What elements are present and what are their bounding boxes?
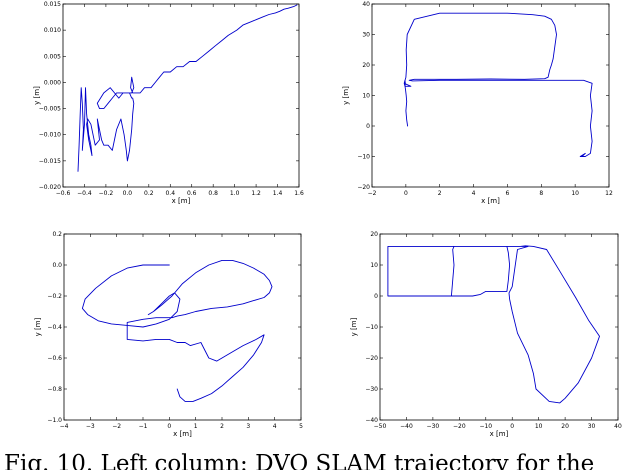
y-tick-label: −20	[365, 355, 378, 362]
x-tick-label: 1.2	[251, 190, 261, 197]
x-tick-label: 1.4	[273, 190, 283, 197]
trajectory-line	[77, 4, 298, 172]
x-tick-label: 0	[510, 423, 514, 430]
x-tick-label: 4	[273, 423, 277, 430]
x-tick-label: 2	[220, 423, 224, 430]
x-tick-label: 0.2	[144, 190, 154, 197]
plot-frame	[62, 3, 300, 188]
y-axis-label: y [m]	[350, 317, 358, 336]
x-tick-label: −30	[427, 423, 440, 430]
y-tick-label: −30	[365, 386, 378, 393]
y-tick-label: −20	[357, 184, 370, 191]
x-tick-label: −1	[139, 423, 148, 430]
x-tick-label: −2	[112, 423, 121, 430]
y-tick-label: 30	[362, 32, 370, 39]
x-tick-label: 30	[588, 423, 596, 430]
y-tick-label: −0.020	[39, 184, 61, 191]
subplot-top-left: −0.6 −0.4 −0.2 0.0 0.2 0.4 0.6 0.8 1.0 1.2 1.4 1.6 −…	[33, 1, 304, 205]
y-tick-label: −40	[365, 417, 378, 424]
y-tick-label: −10	[357, 154, 370, 161]
x-tick-label: 8	[539, 190, 543, 197]
x-tick-label: 6	[506, 190, 510, 197]
x-axis-label: x [m]	[173, 430, 192, 438]
x-tick-label: 0	[167, 423, 171, 430]
plot-frame	[371, 3, 610, 188]
y-tick-label: 0.010	[44, 27, 61, 34]
x-tick-label: 1.6	[294, 190, 304, 197]
trajectory-line	[403, 12, 593, 157]
y-tick-label: −0.6	[47, 355, 62, 362]
y-tick-label: 0	[374, 293, 378, 300]
y-axis-label: y [m]	[34, 317, 42, 336]
x-axis-label: x [m]	[490, 430, 509, 438]
x-tick-label: 10	[535, 423, 543, 430]
x-tick-label: 2	[438, 190, 442, 197]
x-tick-label: −0.4	[77, 190, 92, 197]
y-tick-label: −10	[365, 324, 378, 331]
x-tick-label: −10	[479, 423, 492, 430]
x-tick-label: −20	[453, 423, 466, 430]
y-tick-label: 0	[366, 123, 370, 130]
y-tick-label: −0.2	[47, 293, 62, 300]
x-tick-label: 40	[614, 423, 622, 430]
plot-frame	[379, 233, 619, 421]
x-tick-label: 0	[404, 190, 408, 197]
x-tick-label: −2	[368, 190, 377, 197]
y-tick-label: −1.0	[47, 417, 62, 424]
x-tick-label: 1	[194, 423, 198, 430]
y-tick-label: 40	[362, 1, 370, 8]
x-tick-label: 0.0	[123, 190, 133, 197]
x-tick-label: 0.6	[187, 190, 197, 197]
x-tick-label: 4	[472, 190, 476, 197]
x-axis-label: x [m]	[172, 197, 191, 205]
y-tick-label: 20	[370, 231, 378, 238]
y-axis-label: y [m]	[33, 86, 41, 105]
subplot-bottom-right: −50 −40 −30 −20 −10 0 10 20 30 40−40−30−20−100102…	[350, 231, 622, 438]
y-tick-label: 0.005	[44, 53, 61, 60]
x-tick-label: 0.4	[165, 190, 175, 197]
x-tick-label: 1.0	[230, 190, 240, 197]
x-tick-label: −4	[60, 423, 69, 430]
y-tick-label: 0.000	[44, 79, 61, 86]
y-tick-label: −0.010	[39, 132, 61, 139]
x-tick-label: −0.6	[56, 190, 71, 197]
subplot-bottom-left: −4 −3 −2 −1 0 1 2 3 4 5 −1.0 −0.8 −0.6 −0.4 −0.2 0.0 0.2…	[34, 231, 303, 438]
y-tick-label: 10	[362, 93, 370, 100]
x-tick-label: 10	[571, 190, 579, 197]
y-tick-label: −0.8	[47, 386, 62, 393]
x-tick-label: −3	[86, 423, 95, 430]
plot-frame	[63, 233, 302, 421]
figure-caption: Fig. 10. Left column: DVO SLAM trajector…	[4, 451, 595, 470]
trajectory-line	[81, 259, 273, 402]
x-axis-label: x [m]	[481, 197, 500, 205]
y-tick-label: −0.015	[39, 158, 61, 165]
x-tick-label: 20	[561, 423, 569, 430]
x-tick-label: 12	[605, 190, 613, 197]
y-tick-label: 0.2	[52, 231, 62, 238]
x-tick-label: 5	[299, 423, 303, 430]
y-tick-label: −0.4	[47, 324, 62, 331]
y-tick-label: 0.0	[52, 262, 62, 269]
x-tick-label: −50	[374, 423, 387, 430]
x-tick-label: −40	[400, 423, 413, 430]
x-tick-label: 0.8	[208, 190, 218, 197]
trajectory-line	[387, 245, 600, 404]
x-tick-label: −0.2	[99, 190, 114, 197]
y-tick-label: 20	[362, 62, 370, 69]
y-tick-label: 0.015	[44, 1, 61, 8]
x-tick-label: 3	[246, 423, 250, 430]
y-tick-label: −0.005	[39, 106, 61, 113]
y-tick-label: 10	[370, 262, 378, 269]
y-axis-label: y [m]	[342, 86, 350, 105]
